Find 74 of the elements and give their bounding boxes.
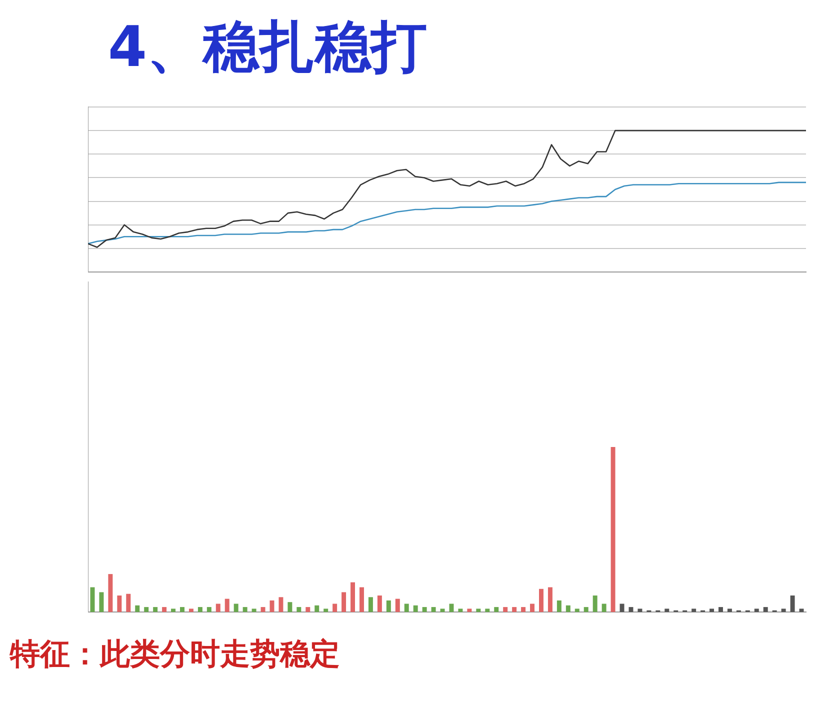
bar [440, 608, 445, 612]
bar [530, 604, 535, 612]
bar [108, 574, 113, 612]
bar [324, 608, 328, 612]
bar [242, 607, 248, 612]
bar [270, 600, 274, 612]
bar [135, 605, 140, 612]
bar [628, 607, 634, 612]
bar [431, 607, 436, 612]
bar [692, 608, 696, 612]
bar [153, 607, 158, 612]
chart-title: 4、稳扎稳打 [108, 14, 428, 82]
bar [494, 607, 499, 612]
bar [206, 607, 212, 612]
bar [413, 605, 418, 612]
bar [718, 607, 723, 612]
bar [386, 600, 391, 612]
bar [449, 604, 454, 612]
bar [368, 597, 373, 612]
bar [180, 607, 184, 612]
bar [198, 607, 202, 612]
bar [252, 608, 256, 612]
text: 特征：此类分时走势稳定 [10, 636, 341, 674]
bar [799, 608, 804, 612]
bar [574, 608, 580, 612]
bar [342, 592, 346, 612]
bar [117, 596, 122, 612]
bar [144, 607, 149, 612]
bar [763, 607, 768, 612]
bar [90, 587, 95, 612]
bar [512, 607, 517, 612]
bar [476, 608, 481, 612]
bar [224, 598, 230, 612]
bar [126, 594, 131, 612]
bar [288, 602, 292, 612]
bar [296, 607, 302, 612]
bar [592, 596, 598, 612]
bar [584, 607, 588, 612]
bar [395, 598, 400, 612]
bar [638, 608, 642, 612]
bar [278, 597, 284, 612]
bar [503, 607, 508, 612]
bar [727, 608, 732, 612]
bar [548, 587, 552, 612]
bar [99, 592, 104, 612]
bar [781, 608, 786, 612]
bar [422, 607, 427, 612]
bar [610, 447, 616, 612]
bar [314, 605, 320, 612]
bar [538, 588, 544, 612]
bar [404, 604, 409, 612]
bar [216, 604, 220, 612]
bar [790, 596, 795, 612]
bar [485, 608, 490, 612]
bar [458, 608, 463, 612]
bar [332, 604, 338, 612]
bar [521, 607, 526, 612]
bar [260, 607, 266, 612]
bar [620, 604, 624, 612]
bar [664, 608, 670, 612]
bar [234, 604, 238, 612]
bar [359, 587, 364, 612]
bar [710, 608, 714, 612]
bar [467, 608, 472, 612]
bar [566, 605, 570, 612]
bar [556, 600, 562, 612]
bar [306, 607, 310, 612]
bar [188, 608, 194, 612]
bar [754, 608, 759, 612]
bar [377, 596, 382, 612]
bar [162, 607, 167, 612]
bar [350, 582, 356, 612]
bar [171, 608, 176, 612]
bar [602, 604, 606, 612]
